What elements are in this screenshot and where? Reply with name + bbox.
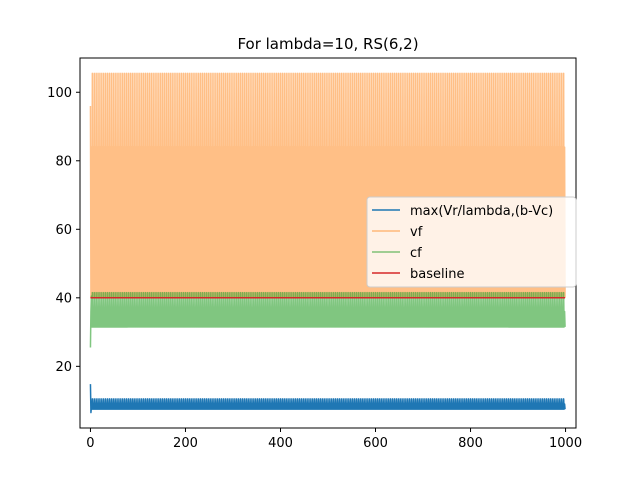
legend: max(Vr/lambda,(b-Vc) vf cf baseline [366,196,577,288]
chart-title: For lambda=10, RS(6,2) [237,35,418,53]
y-tick-label: 100 [47,86,72,101]
legend-box [366,196,577,288]
x-tick-label: 400 [268,436,293,451]
y-axis: 20 40 60 80 100 [47,86,80,375]
x-tick-label: 1000 [549,436,582,451]
legend-label: vf [410,225,423,240]
series-layer [89,72,566,414]
y-tick-label: 80 [55,154,72,169]
legend-label: baseline [410,267,464,282]
x-tick-label: 200 [173,436,198,451]
y-tick-label: 40 [55,291,72,306]
series-line-2 [89,291,566,348]
series-line-0 [89,384,566,414]
y-tick-label: 60 [55,223,72,238]
y-tick-label: 20 [55,360,72,375]
legend-label: cf [410,246,422,261]
x-axis: 0 200 400 600 800 1000 [86,428,582,451]
legend-label: max(Vr/lambda,(b-Vc) [410,204,553,219]
series-line-1 [89,72,566,299]
x-tick-label: 0 [86,436,94,451]
x-tick-label: 600 [363,436,388,451]
x-tick-label: 800 [458,436,483,451]
